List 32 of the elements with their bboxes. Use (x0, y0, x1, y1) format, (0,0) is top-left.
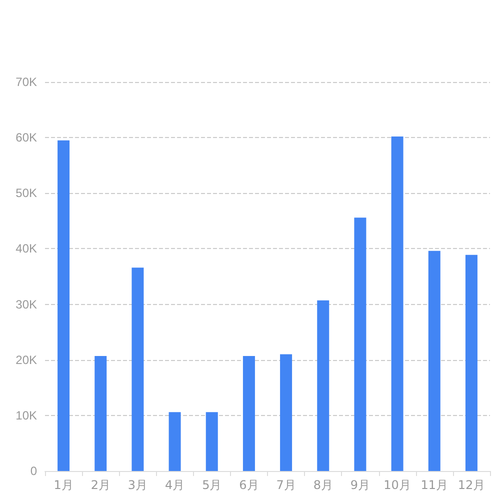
x-tick-label: 10月 (384, 478, 411, 492)
y-tick-label: 50K (16, 186, 37, 200)
x-tick-label: 1月 (54, 478, 74, 492)
bar (465, 254, 478, 471)
x-tick-label: 5月 (202, 478, 222, 492)
x-tick-label: 9月 (350, 478, 370, 492)
bar (391, 136, 404, 471)
y-tick-label: 20K (16, 352, 37, 367)
bar (206, 412, 218, 471)
bar (58, 140, 70, 471)
x-tick-label: 3月 (128, 478, 148, 492)
bar (168, 412, 181, 471)
x-tick-label: 7月 (276, 478, 296, 492)
y-tick-label: 40K (16, 242, 37, 256)
y-tick-label: 30K (16, 297, 37, 312)
bar (242, 356, 255, 471)
y-tick-label: 70K (16, 75, 37, 89)
x-tick-label: 4月 (164, 478, 185, 492)
bar (132, 268, 144, 471)
x-tick-label: 8月 (313, 478, 333, 492)
y-tick-label: 60K (16, 130, 37, 145)
bar (280, 354, 292, 471)
bar (317, 300, 330, 471)
x-tick-label: 6月 (239, 478, 259, 492)
x-tick-label: 2月 (90, 478, 110, 492)
bar (94, 356, 107, 471)
x-tick-label: 12月 (458, 478, 486, 492)
bar (354, 218, 366, 471)
x-tick-label: 11月 (420, 478, 448, 492)
y-tick-label: 0 (30, 464, 38, 478)
bar (428, 250, 440, 471)
y-tick-label: 10K (16, 408, 37, 422)
